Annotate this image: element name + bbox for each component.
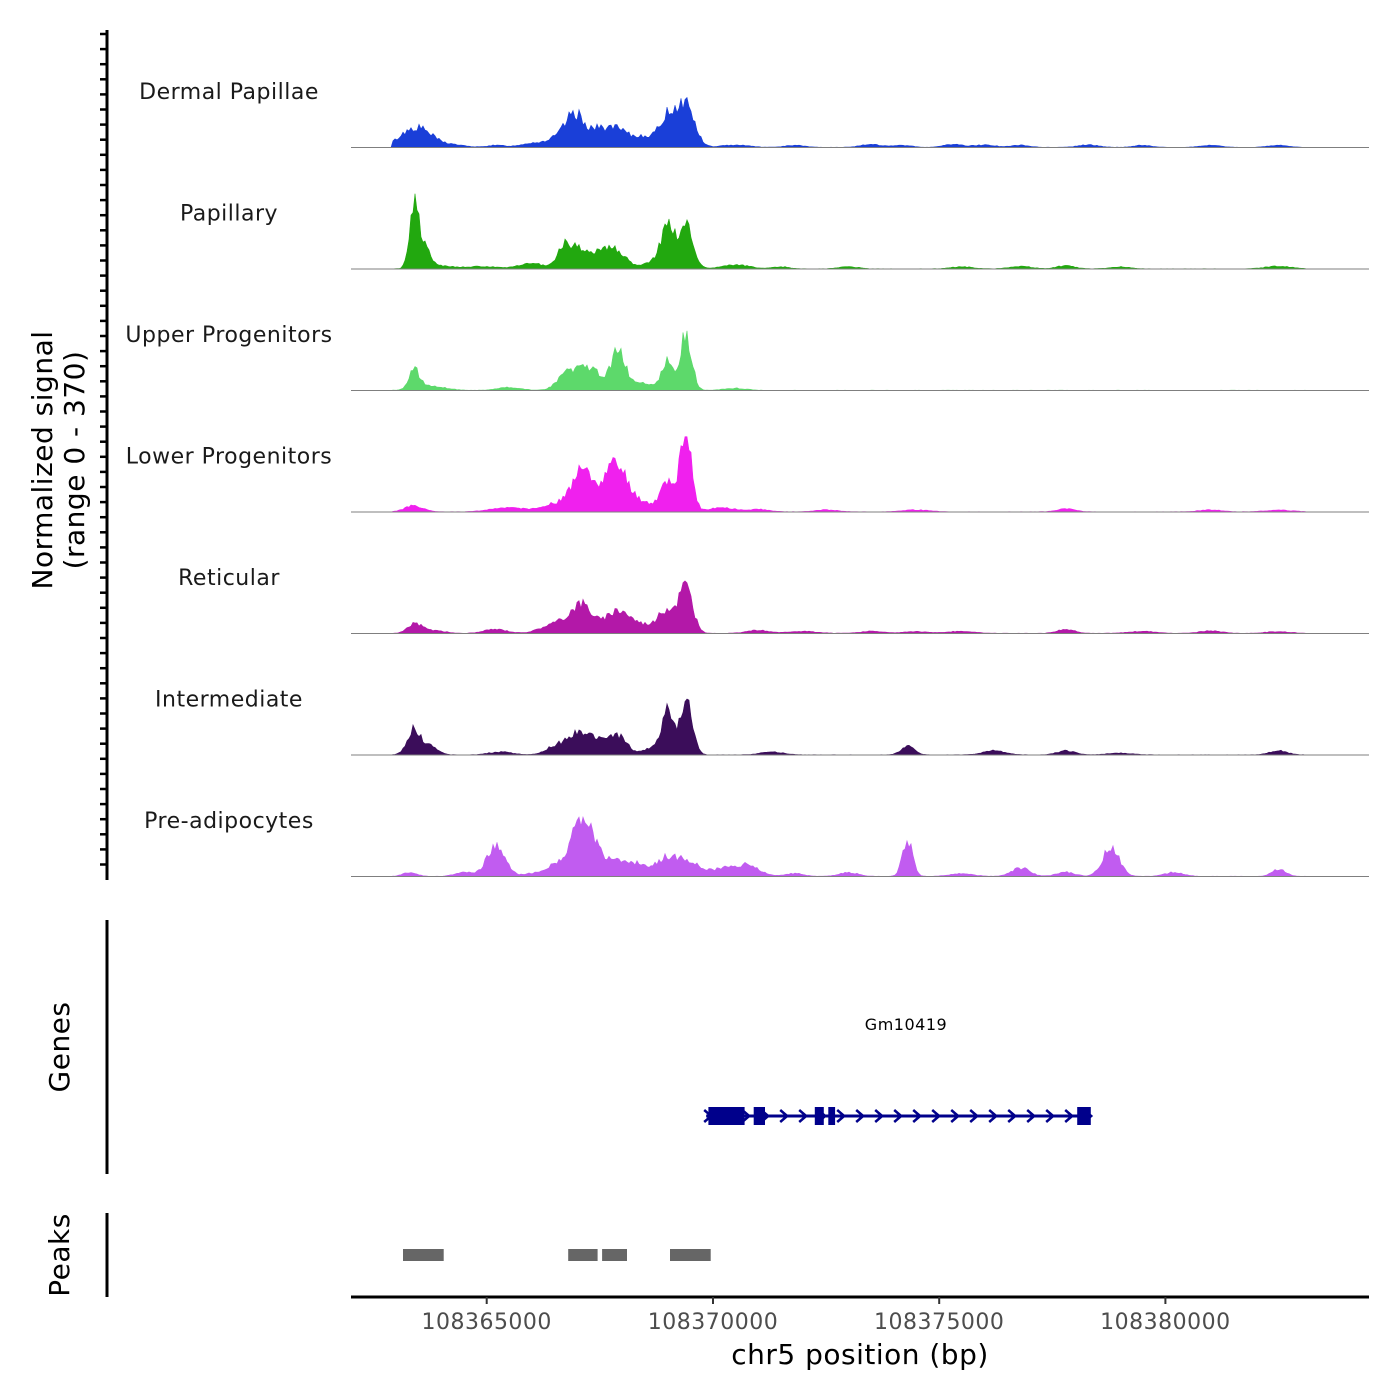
track-intermediate: Intermediate [155, 688, 1369, 756]
peaks-axis-title: Peaks [43, 1213, 76, 1297]
signal-axis-title: Normalized signal [26, 330, 59, 589]
coverage-area [351, 436, 1369, 513]
strand-arrow [893, 1109, 904, 1123]
signal-y-axis-ticks [100, 32, 107, 866]
peak-region [403, 1249, 444, 1261]
coverage-area [351, 580, 1369, 634]
x-axis-title: chr5 position (bp) [731, 1338, 989, 1371]
x-tick-label: 108380000 [1100, 1310, 1230, 1335]
coverage-area [351, 193, 1369, 270]
track-label: Intermediate [155, 688, 303, 713]
track-label: Upper Progenitors [125, 323, 332, 348]
coverage-area [351, 816, 1369, 877]
peak-region [670, 1249, 711, 1261]
signal-axis-subtitle: (range 0 - 370) [58, 351, 91, 570]
coverage-tracks: Dermal Papillae Papillary Upper Progenitor… [125, 80, 1369, 877]
strand-arrow [855, 1109, 866, 1123]
gene-track: Gm10419 [703, 1015, 1094, 1125]
strand-arrow [969, 1109, 980, 1123]
strand-arrow [1007, 1109, 1018, 1123]
strand-arrow [1064, 1109, 1075, 1123]
track-label: Dermal Papillae [139, 80, 319, 105]
strand-arrow [798, 1109, 809, 1123]
x-tick-label: 108365000 [421, 1310, 551, 1335]
gene-exon [828, 1107, 836, 1125]
coverage-area [351, 96, 1369, 148]
gene-exon [814, 1107, 824, 1125]
strand-arrow [912, 1109, 923, 1123]
peak-track [403, 1249, 711, 1261]
peak-region [602, 1249, 627, 1261]
x-tick-label: 108375000 [874, 1310, 1004, 1335]
strand-arrow [836, 1109, 847, 1123]
strand-arrow [988, 1109, 999, 1123]
track-label: Reticular [178, 566, 280, 591]
strand-arrow [1045, 1109, 1056, 1123]
peak-region [568, 1249, 598, 1261]
track-label: Papillary [180, 202, 278, 227]
x-axis-ticks: 108365000 108370000 108375000 108380000 [421, 1297, 1230, 1335]
strand-arrow [779, 1109, 790, 1123]
strand-arrow [1026, 1109, 1037, 1123]
coverage-area [351, 330, 1369, 391]
gene-name-label: Gm10419 [865, 1015, 947, 1034]
gene-exon [1077, 1107, 1091, 1125]
genes-axis-title: Genes [43, 1002, 76, 1093]
track-label: Pre-adipocytes [144, 809, 314, 834]
strand-arrow [874, 1109, 885, 1123]
coverage-area [351, 698, 1369, 756]
track-upper-progenitors: Upper Progenitors [125, 323, 1369, 391]
track-label: Lower Progenitors [126, 445, 332, 470]
x-tick-label: 108370000 [648, 1310, 778, 1335]
strand-arrow [950, 1109, 961, 1123]
strand-arrow [931, 1109, 942, 1123]
track-pre-adipocytes: Pre-adipocytes [144, 809, 1369, 877]
track-lower-progenitors: Lower Progenitors [126, 436, 1369, 513]
gene-exon [753, 1107, 765, 1125]
track-dermal-papillae: Dermal Papillae [139, 80, 1369, 148]
track-reticular: Reticular [178, 566, 1369, 634]
gene-exon [708, 1107, 745, 1125]
track-papillary: Papillary [180, 193, 1369, 270]
